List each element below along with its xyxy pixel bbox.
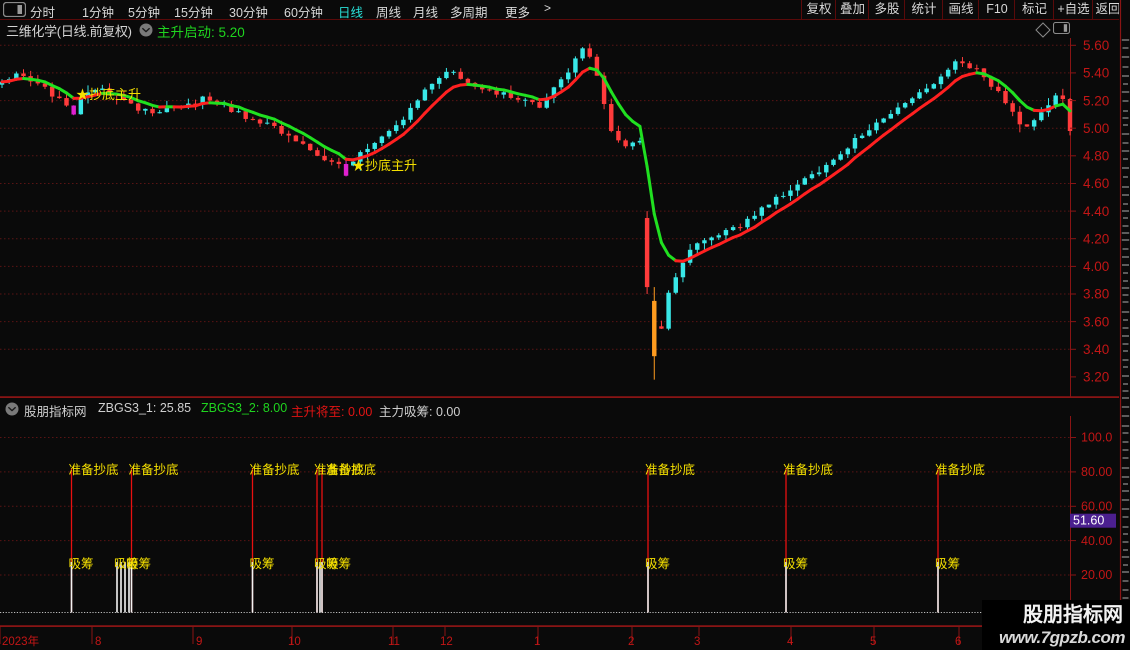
svg-text:4: 4 [787,636,794,648]
svg-text:2: 2 [628,636,634,648]
svg-text:2023年: 2023年 [2,634,39,648]
svg-text:6: 6 [955,636,961,648]
svg-text:9: 9 [196,636,202,648]
svg-text:3: 3 [694,636,700,648]
svg-text:11: 11 [388,636,400,648]
svg-text:12: 12 [440,636,453,648]
svg-text:8: 8 [95,636,101,648]
svg-text:1: 1 [534,636,540,648]
svg-text:10: 10 [288,636,301,648]
svg-text:5: 5 [870,636,876,648]
